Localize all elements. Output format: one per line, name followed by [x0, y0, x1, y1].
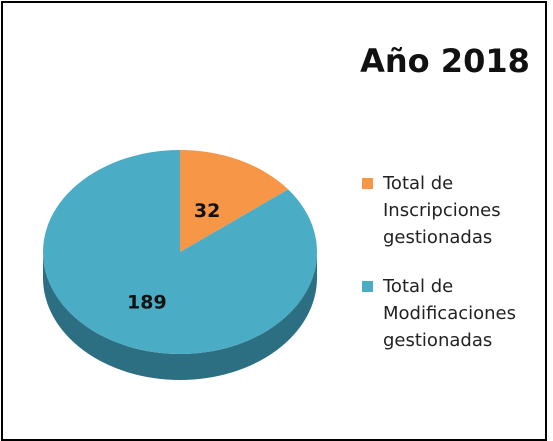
legend-label: Total de Inscripciones gestionadas: [383, 173, 501, 248]
pie-side: [43, 252, 317, 380]
legend-item: Total de Inscripciones gestionadas: [362, 170, 522, 251]
pie-slice: [180, 150, 289, 252]
data-label: 189: [127, 291, 167, 313]
chart-title: Año 2018: [360, 42, 530, 80]
data-label: 32: [194, 200, 220, 222]
legend-swatch: [362, 178, 373, 189]
legend-item: Total de Modificaciones gestionadas: [362, 273, 522, 354]
legend-swatch: [362, 281, 373, 292]
chart: 32 189: [42, 150, 317, 380]
legend-label: Total de Modificaciones gestionadas: [383, 276, 517, 351]
pie-slice: [42, 150, 317, 354]
